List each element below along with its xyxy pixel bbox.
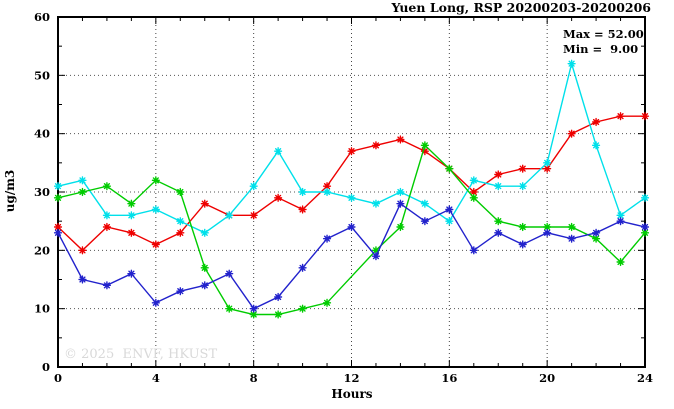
series-cyan [53,59,650,237]
y-axis-label: ug/m3 [3,170,17,213]
y-tick-label: 0 [42,360,50,374]
chart-title: Yuen Long, RSP 20200203-20200206 [391,0,652,15]
watermark: © 2025 ENVF, HKUST [64,347,217,362]
x-axis-label: Hours [331,387,372,401]
y-tick-label: 10 [34,302,50,316]
data-series [53,59,650,319]
tick-marks [57,16,646,368]
y-tick-label: 30 [34,185,50,199]
legend-min-label: Min = 9.00 [563,42,638,56]
series-markers-blue [53,199,650,313]
y-tick-label: 20 [34,243,50,257]
x-tick-label: 0 [54,371,62,385]
x-tick-label: 20 [539,371,555,385]
x-tick-label: 16 [441,371,457,385]
series-red [53,112,650,255]
series-markers-green [53,141,650,319]
gridlines [58,17,645,367]
x-tick-label: 24 [637,371,653,385]
y-tick-label: 50 [34,68,50,82]
y-tick-label: 60 [34,10,50,24]
tick-labels: 0 4 8 12 16 20 24 0 10 20 30 40 50 60 [34,10,653,385]
x-tick-label: 8 [250,371,258,385]
series-line-blue [57,202,646,310]
series-green [53,141,650,319]
y-tick-label: 40 [34,127,50,141]
legend-max-label: Max = 52.00 [563,27,644,41]
series-blue [53,199,650,313]
series-markers-cyan [53,59,650,237]
x-tick-label: 12 [343,371,359,385]
x-tick-label: 4 [152,371,160,385]
